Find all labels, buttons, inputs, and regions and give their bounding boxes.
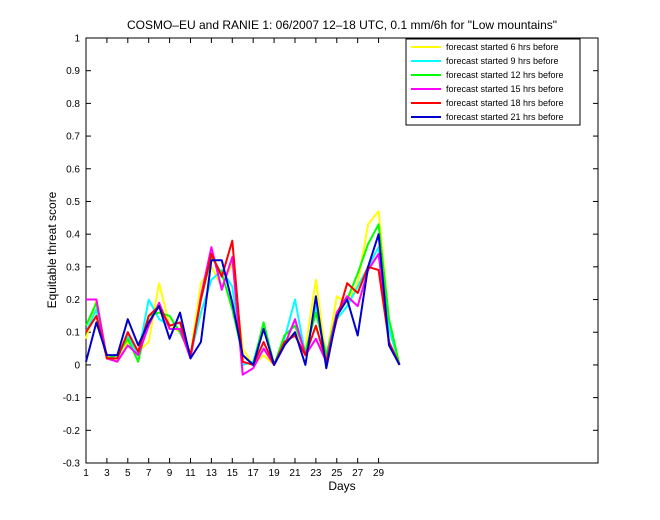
series-line-4 [86, 246, 401, 376]
x-tick-label: 23 [310, 468, 322, 479]
x-tick-label: 11 [185, 468, 196, 479]
y-tick-label: -0.2 [63, 426, 81, 437]
y-tick-label: 0.5 [66, 197, 80, 208]
y-tick-label: 0.6 [66, 164, 80, 175]
x-tick-label: 19 [269, 468, 281, 479]
x-tick-label: 17 [248, 468, 260, 479]
series-lines [85, 210, 401, 376]
x-tick-label: 5 [125, 468, 131, 479]
x-tick-label: 27 [352, 468, 364, 479]
legend-label-5: forecast started 18 hrs before [446, 98, 564, 108]
x-tick-label: 9 [167, 468, 173, 479]
y-tick-label: 0.3 [66, 262, 80, 273]
legend-label-6: forecast started 21 hrs before [446, 112, 564, 122]
x-axis-ticks: 1 3 5 7 9 11 13 15 17 19 21 23 25 27 29 [83, 38, 385, 479]
y-tick-label: 1 [74, 34, 80, 45]
legend-label-2: forecast started 9 hrs before [446, 56, 559, 66]
y-axis-ticks: -0.3 -0.2 -0.1 0 0.1 0.2 0.3 0.4 0.5 0.6 0.7 0.8 0.9… [63, 34, 598, 470]
legend-box [405, 38, 581, 126]
x-axis-label: Days [328, 479, 355, 493]
y-tick-label: -0.1 [63, 393, 81, 404]
y-axis-label: Equitable threat score [45, 191, 59, 308]
y-tick-label: 0.8 [66, 99, 80, 110]
x-tick-label: 7 [146, 468, 152, 479]
y-tick-label: -0.3 [63, 459, 81, 470]
legend: forecast started 6 hrs before forecast st… [405, 38, 581, 126]
series-line-6 [85, 233, 401, 370]
legend-items: forecast started 6 hrs before forecast st… [411, 42, 564, 122]
x-tick-label: 13 [206, 468, 218, 479]
y-tick-label: 0.2 [66, 295, 80, 306]
y-tick-label: 0.1 [66, 328, 80, 339]
legend-label-4: forecast started 15 hrs before [446, 84, 564, 94]
y-tick-label: 0.7 [66, 132, 80, 143]
legend-label-3: forecast started 12 hrs before [446, 70, 564, 80]
y-tick-label: 0.4 [66, 230, 80, 241]
x-tick-label: 3 [104, 468, 110, 479]
series-line-5 [85, 239, 401, 366]
chart-title: COSMO–EU and RANIE 1: 06/2007 12–18 UTC,… [127, 18, 557, 32]
x-tick-label: 25 [331, 468, 343, 479]
x-tick-label: 1 [83, 468, 89, 479]
legend-label-1: forecast started 6 hrs before [446, 42, 559, 52]
y-tick-label: 0.9 [66, 66, 80, 77]
x-tick-label: 15 [227, 468, 239, 479]
y-tick-label: 0 [74, 360, 80, 371]
x-tick-label: 29 [373, 468, 385, 479]
x-tick-label: 21 [289, 468, 301, 479]
